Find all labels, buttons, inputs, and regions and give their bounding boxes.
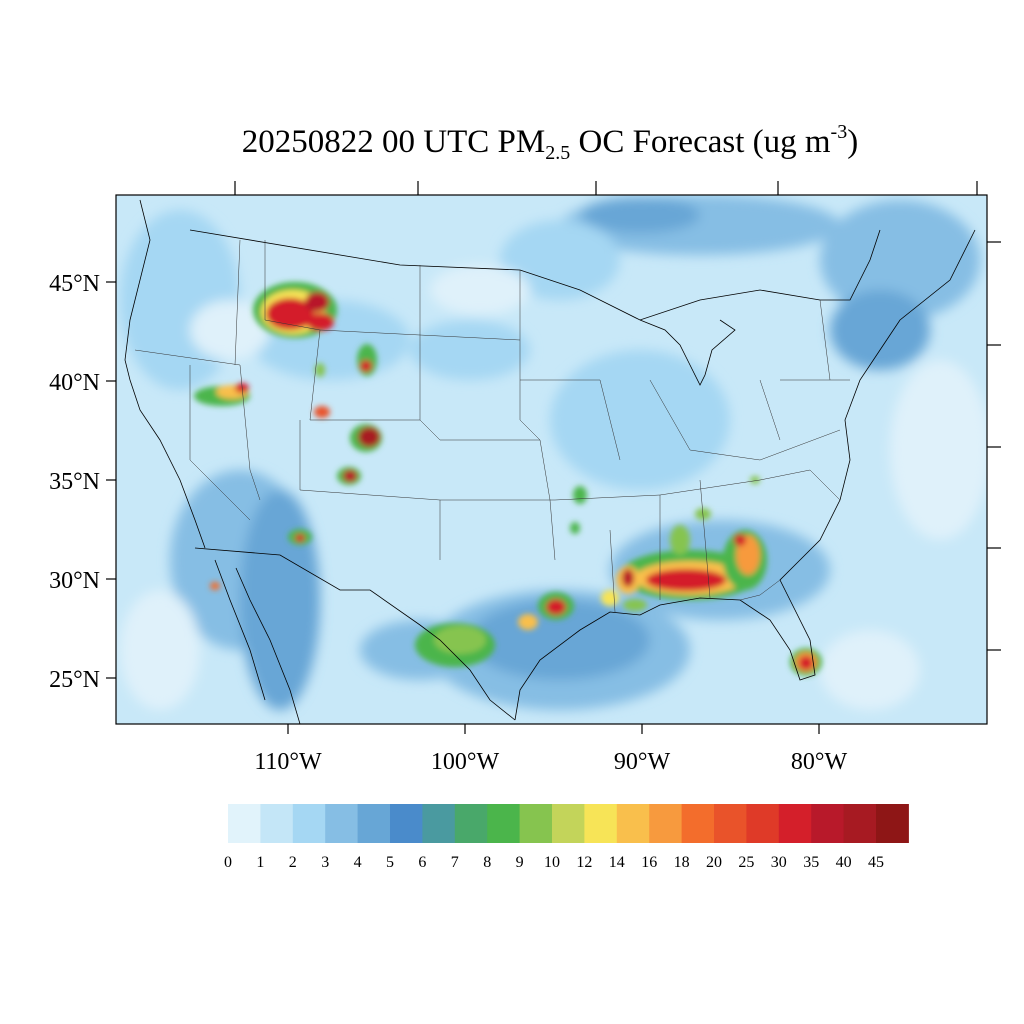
colorbar-swatch	[422, 804, 456, 843]
lat-label: 25°N	[49, 667, 100, 693]
colorbar-label: 35	[803, 854, 819, 871]
colorbar-label: 4	[354, 854, 362, 871]
map-frame	[115, 194, 988, 725]
colorbar-label: 40	[836, 854, 852, 871]
colorbar-swatch	[811, 804, 845, 843]
longitude-labels: 110°W 100°W 90°W 80°W	[254, 749, 847, 775]
pacific-coastline	[124, 199, 206, 549]
concentration-field	[116, 195, 987, 724]
colorbar-swatch	[778, 804, 812, 843]
canada-border	[189, 229, 881, 321]
hotspots	[194, 282, 822, 676]
axis-ticks	[106, 181, 1001, 734]
colorbar-label: 7	[451, 854, 459, 871]
colorbar-label: 5	[386, 854, 394, 871]
colorbar-swatch	[357, 804, 391, 843]
colorbar-label: 12	[576, 854, 592, 871]
colorbar-label: 45	[868, 854, 884, 871]
colorbar-label: 3	[321, 854, 329, 871]
title-subscript: 2.5	[545, 142, 571, 164]
colorbar-swatch	[616, 804, 650, 843]
colorbar-label: 6	[418, 854, 426, 871]
colorbar-label: 25	[738, 854, 754, 871]
map-title: 20250822 00 UTC PM2.5 OC Forecast (ug m-…	[0, 121, 1024, 164]
colorbar-label: 2	[289, 854, 297, 871]
lon-label: 110°W	[254, 749, 322, 775]
title-superscript: -3	[830, 121, 848, 143]
colorbar-label: 18	[674, 854, 690, 871]
colorbar-swatch	[552, 804, 585, 843]
colorbar-swatch	[519, 804, 553, 843]
colorbar-swatch	[746, 804, 780, 843]
colorbar-swatch	[390, 804, 423, 843]
coastlines-and-borders	[124, 199, 976, 724]
colorbar-swatch	[681, 804, 715, 843]
lon-label: 100°W	[431, 749, 500, 775]
colorbar-swatch	[260, 804, 294, 843]
colorbar-swatch	[487, 804, 521, 843]
colorbar-label: 14	[609, 854, 625, 871]
colorbar: 0 1 2 3 4 5 6 7 8 9 10 12 14 16 18 20 25 30 35 40 45	[224, 804, 909, 871]
great-lakes	[639, 319, 736, 386]
lon-label: 80°W	[791, 749, 848, 775]
colorbar-label: 8	[483, 854, 491, 871]
lat-label: 30°N	[49, 568, 100, 594]
state-lines	[134, 239, 850, 613]
eastern-coastline	[514, 229, 976, 721]
gulf-of-california	[214, 559, 266, 701]
lon-label: 90°W	[614, 749, 671, 775]
colorbar-swatch	[714, 804, 747, 843]
colorbar-label: 20	[706, 854, 722, 871]
title-rest: OC Forecast (ug m	[570, 124, 831, 160]
title-close: )	[847, 124, 859, 160]
lat-label: 45°N	[49, 271, 100, 297]
colorbar-swatch	[843, 804, 877, 843]
baja-coast	[235, 567, 301, 724]
lat-label: 35°N	[49, 469, 100, 495]
mexico-border	[194, 547, 516, 721]
colorbar-swatch	[228, 804, 261, 843]
colorbar-label: 1	[256, 854, 264, 871]
colorbar-label: 16	[641, 854, 657, 871]
colorbar-swatch	[454, 804, 488, 843]
colorbar-label: 9	[516, 854, 524, 871]
colorbar-label: 0	[224, 854, 232, 871]
latitude-labels: 45°N 40°N 35°N 30°N 25°N	[49, 271, 100, 693]
colorbar-swatch	[292, 804, 326, 843]
colorbar-label: 30	[771, 854, 787, 871]
colorbar-swatch	[649, 804, 683, 843]
title-main: 20250822 00 UTC PM	[241, 124, 546, 160]
colorbar-swatch	[584, 804, 618, 843]
colorbar-label: 10	[544, 854, 560, 871]
lat-label: 40°N	[49, 370, 100, 396]
colorbar-swatch	[876, 804, 909, 843]
colorbar-swatch	[325, 804, 359, 843]
